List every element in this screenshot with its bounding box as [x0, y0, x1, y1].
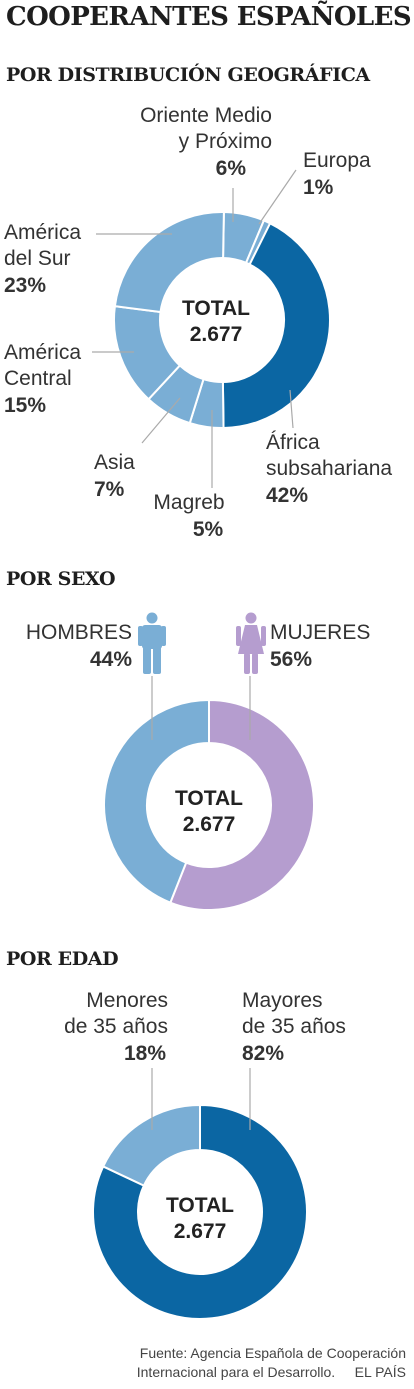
- sexo-donut-chart: [103, 698, 315, 911]
- label-central: América Central 15%: [4, 340, 81, 419]
- section-title-geo: POR DISTRIBUCIÓN GEOGRÁFICA: [6, 64, 370, 86]
- leader-line-asia: [141, 397, 181, 444]
- label-oriente-pct: 6%: [215, 157, 246, 180]
- man-icon: [138, 612, 166, 674]
- label-central-name: América Central: [4, 341, 82, 390]
- label-menores: Menores de 35 años 18%: [52, 988, 168, 1067]
- geo-total-label: TOTAL: [181, 297, 251, 320]
- donut-slice-américa-del-sur: [113, 211, 225, 314]
- label-mujeres-name: MUJERES: [270, 621, 371, 644]
- edad-total: TOTAL 2.677: [156, 1193, 244, 1245]
- label-europa: Europa 1%: [303, 148, 371, 201]
- donut-slice-mayores-de-35-años: [92, 1103, 308, 1320]
- label-asia-pct: 7%: [94, 478, 125, 501]
- label-asia-name: Asia: [94, 451, 135, 474]
- label-magreb: Magreb 5%: [146, 490, 232, 543]
- donut-slice-mujeres: [169, 698, 315, 911]
- label-africa-pct: 42%: [266, 484, 309, 507]
- label-menores-pct: 18%: [123, 1042, 166, 1065]
- sexo-total-value: 2.677: [182, 813, 236, 836]
- sexo-total-label: TOTAL: [174, 787, 244, 810]
- donut-slice-menores-de-35-años: [101, 1103, 201, 1187]
- geo-total: TOTAL 2.677: [172, 296, 260, 348]
- label-sur: América del Sur 23%: [4, 220, 81, 299]
- label-sur-pct: 23%: [4, 274, 47, 297]
- label-sur-name: América del Sur: [4, 221, 82, 270]
- donut-slice-áfrica-subsahariana: [221, 221, 331, 430]
- page-title: COOPERANTES ESPAÑOLES: [6, 2, 412, 32]
- section-title-edad: POR EDAD: [6, 948, 119, 970]
- woman-icon: [236, 612, 266, 674]
- label-hombres-name: HOMBRES: [25, 621, 132, 644]
- edad-total-value: 2.677: [173, 1220, 227, 1243]
- label-mayores-name: Mayores de 35 años: [242, 989, 346, 1038]
- label-asia: Asia 7%: [94, 450, 135, 503]
- section-title-sexo: POR SEXO: [6, 568, 116, 590]
- label-europa-name: Europa: [303, 149, 371, 172]
- label-oriente: Oriente Medio y Próximo 6%: [70, 103, 272, 182]
- edad-total-label: TOTAL: [165, 1194, 235, 1217]
- leader-line-africa: [289, 389, 294, 429]
- label-oriente-name: Oriente Medio y Próximo: [140, 104, 272, 153]
- label-mujeres-pct: 56%: [270, 648, 313, 671]
- edad-donut-chart: [92, 1103, 308, 1320]
- donut-slice-hombres: [103, 698, 210, 904]
- sexo-total: TOTAL 2.677: [165, 786, 253, 838]
- label-hombres-pct: 44%: [89, 648, 132, 671]
- label-mujeres: MUJERES 56%: [270, 620, 370, 673]
- label-hombres: HOMBRES 44%: [14, 620, 132, 673]
- label-africa-name: África subsahariana: [266, 431, 393, 480]
- label-africa: África subsahariana 42%: [266, 430, 392, 509]
- label-magreb-name: Magreb: [153, 491, 225, 514]
- label-central-pct: 15%: [4, 394, 47, 417]
- label-europa-pct: 1%: [303, 176, 334, 199]
- label-mayores: Mayores de 35 años 82%: [242, 988, 346, 1067]
- label-mayores-pct: 82%: [242, 1042, 285, 1065]
- label-menores-name: Menores de 35 años: [64, 989, 168, 1038]
- source-note: Fuente: Agencia Española de Cooperación …: [136, 1345, 406, 1380]
- leader-line-europa: [258, 169, 297, 225]
- geo-total-value: 2.677: [189, 323, 243, 346]
- label-magreb-pct: 5%: [192, 518, 224, 541]
